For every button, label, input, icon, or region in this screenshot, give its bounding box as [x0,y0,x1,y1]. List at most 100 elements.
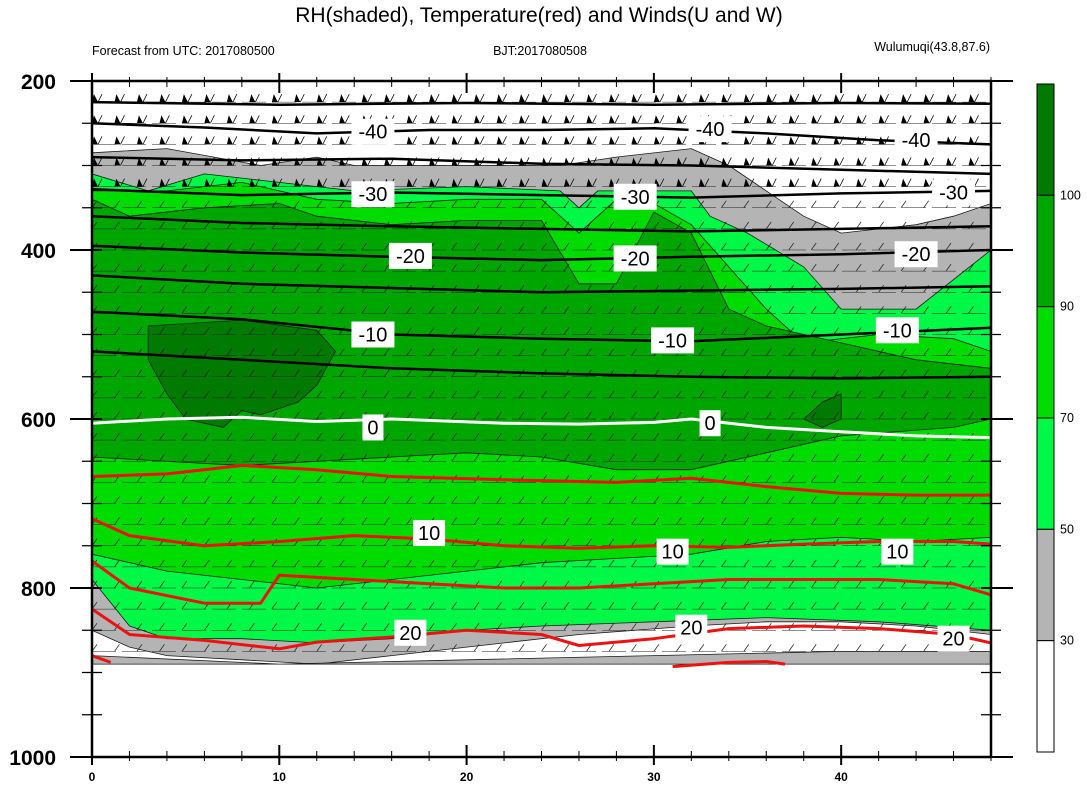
wind-barb-tick [271,242,278,251]
wind-barb-flag [249,115,256,124]
wind-barb-flag [226,178,233,187]
wind-barb-tick [900,454,907,462]
wind-barb-tick [159,411,165,420]
wind-barb-tick [698,263,705,272]
wind-barb-tick [524,178,530,187]
wind-barb-tick [586,242,592,251]
wind-barb-tick [165,93,170,103]
wind-barb-tick [698,221,705,230]
wind-barb-flag [181,94,188,103]
rh-region-100+ [147,319,336,428]
wind-barb-tick [569,178,575,187]
wind-barb-tick [159,221,165,230]
wind-barb-tick [923,348,929,356]
wind-barb-tick [293,390,300,399]
wind-barb-tick [765,263,772,272]
wind-barb-flag [249,94,256,103]
wind-barb-tick [451,644,457,652]
wind-barb-tick [653,411,660,420]
wind-barb-tick [839,115,845,124]
wind-barb-tick [608,200,615,208]
wind-barb-flag [474,136,481,145]
wind-barb-flag [406,115,413,124]
isotherm-line [672,660,786,669]
wind-barb-tick [181,327,188,335]
wind-barb-tick [496,559,502,568]
wind-barb-flag [339,136,346,145]
wind-barb-tick [316,475,323,483]
wind-barb-tick [518,242,525,251]
wind-barb-tick [159,432,165,441]
wind-barb-tick [338,263,345,272]
wind-barb-tick [810,432,817,441]
wind-barb-tick [541,601,547,610]
wind-barb-tick [884,93,889,103]
wind-barb-tick [698,390,705,399]
wind-barb-tick [743,559,750,568]
isotherm-label: -40 [358,122,387,144]
wind-barb-tick [765,200,772,208]
wind-barb-tick [434,115,440,124]
wind-barb-tick [541,623,547,631]
wind-barb-tick [968,580,974,589]
wind-barb-tick [878,580,884,589]
wind-barb-tick [698,348,705,356]
wind-barb-tick [316,263,323,272]
wind-barb-tick [316,306,323,314]
wind-barb-tick [496,623,502,631]
wind-barb-flag [698,157,705,166]
wind-barb-tick [833,348,839,356]
wind-barb-tick [518,200,525,208]
wind-barb-tick [968,559,974,568]
wind-barb-tick [451,454,457,462]
wind-barb-flag [878,94,885,103]
wind-barb-tick [765,454,772,462]
wind-barb-tick [383,601,390,610]
wind-barb-flag [271,178,278,187]
wind-barb-flag [114,178,121,187]
wind-barb-tick [361,538,367,546]
wind-barb-tick [878,517,884,525]
isotherm-label-box [894,241,938,268]
wind-barb-tick [743,200,750,208]
isotherm-label-box [881,538,914,565]
wind-barb-tick [502,178,507,187]
wind-barb-tick [271,348,278,356]
wind-barb-tick [563,263,570,272]
wind-barb-tick [249,475,255,483]
wind-barb-tick [299,93,305,103]
wind-barb-tick [361,517,367,525]
wind-barb-tick [226,475,233,483]
wind-barb-tick [810,242,817,251]
wind-barb-tick [839,157,845,166]
wind-barb-tick [383,538,390,546]
wind-barb-flag [451,115,458,124]
isotherm-label: 20 [942,629,964,651]
wind-barb-tick [810,580,817,589]
wind-barb-tick [114,432,120,441]
wind-barb-tick [473,348,480,356]
wind-barb-flag [451,136,458,145]
wind-barb-tick [496,242,502,251]
colorbar-swatch [1036,194,1055,308]
wind-barb-tick [361,263,367,272]
wind-barb-flag [878,115,885,124]
wind-barb-tick [631,327,637,335]
wind-barb-flag [721,157,728,166]
station-label: Wulumuqi(43.8,87.6) [874,40,990,54]
wind-barb-tick [563,496,570,504]
wind-barb-tick [788,432,795,441]
wind-barb-flag [811,178,818,187]
x-tick-label: 0 [89,770,96,784]
wind-barb-tick [951,115,957,124]
wind-barb-tick [878,200,884,208]
wind-barb-tick [906,93,912,103]
wind-barb-tick [232,115,238,124]
isotherm-line [92,350,991,380]
wind-barb-tick [749,115,755,124]
wind-barb-tick [142,115,148,124]
wind-barb-tick [906,157,912,166]
wind-barb-tick [586,454,592,462]
wind-barb-flag [339,178,346,187]
